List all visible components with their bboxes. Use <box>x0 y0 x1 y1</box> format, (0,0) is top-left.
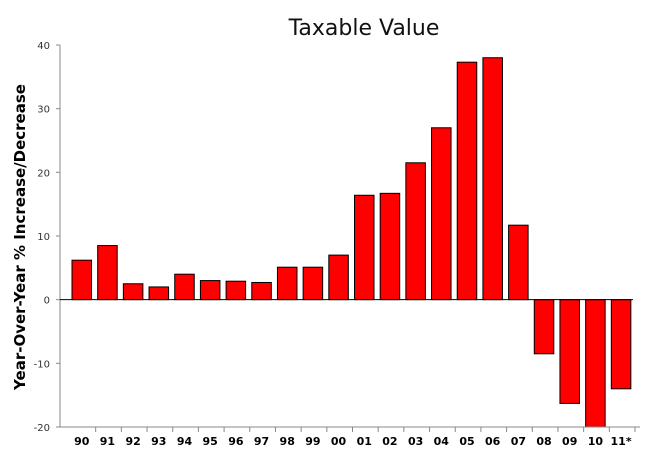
x-tick-label: 11* <box>611 435 632 448</box>
bar <box>328 254 349 301</box>
bar <box>97 245 118 301</box>
y-axis-label: Year-Over-Year % Increase/Decrease <box>11 84 29 391</box>
bar <box>276 266 298 301</box>
bar <box>482 57 503 301</box>
x-tick-label: 93 <box>151 435 166 448</box>
x-tick-label: 08 <box>536 435 551 448</box>
bar <box>71 259 93 301</box>
bar <box>585 299 606 428</box>
y-tick-label: 40 <box>37 41 50 52</box>
y-axis: -20 -10 0 10 20 30 40 <box>34 41 61 434</box>
x-tick-label: 05 <box>459 435 474 448</box>
bar <box>610 299 632 390</box>
y-tick-label: 20 <box>37 168 50 179</box>
x-tick-label: 00 <box>331 435 347 448</box>
bars <box>60 57 633 428</box>
x-tick-label: 07 <box>511 435 526 448</box>
bar <box>251 281 272 301</box>
bar <box>405 162 426 301</box>
y-tick-label: -20 <box>34 423 50 434</box>
x-tick-label: 99 <box>305 435 320 448</box>
bar <box>122 283 144 301</box>
x-tick-label: 96 <box>228 435 244 448</box>
y-tick-label: 0 <box>44 296 50 307</box>
bar <box>508 224 529 301</box>
x-tick-label: 97 <box>254 435 269 448</box>
x-tick-label: 03 <box>408 435 423 448</box>
bar <box>559 299 580 404</box>
bar <box>431 127 452 301</box>
bar <box>302 266 324 301</box>
x-tick-label: 10 <box>588 435 604 448</box>
x-axis: 90 91 92 93 94 95 96 97 98 99 00 01 02 03 04 05 06 07 08 09… <box>60 426 640 448</box>
x-tick-label: 01 <box>357 435 372 448</box>
x-tick-label: 98 <box>280 435 295 448</box>
y-tick-label: -10 <box>34 359 50 370</box>
bar <box>533 299 555 355</box>
bar <box>456 61 478 301</box>
x-tick-label: 09 <box>562 435 577 448</box>
y-tick-label: 10 <box>37 232 50 243</box>
bar <box>354 194 375 301</box>
bar <box>199 280 221 301</box>
bar <box>225 280 247 301</box>
x-tick-label: 95 <box>203 435 218 448</box>
x-tick-label: 02 <box>382 435 397 448</box>
x-tick-label: 91 <box>100 435 115 448</box>
bar <box>148 286 170 301</box>
x-tick-label: 94 <box>177 435 193 448</box>
x-tick-label: 92 <box>125 435 140 448</box>
x-tick-label: 90 <box>74 435 90 448</box>
bar <box>174 273 195 301</box>
chart-title: Taxable Value <box>288 16 440 41</box>
x-tick-label: 06 <box>485 435 501 448</box>
y-tick-label: 30 <box>37 105 50 116</box>
x-tick-label: 04 <box>434 435 450 448</box>
bar <box>379 192 401 301</box>
